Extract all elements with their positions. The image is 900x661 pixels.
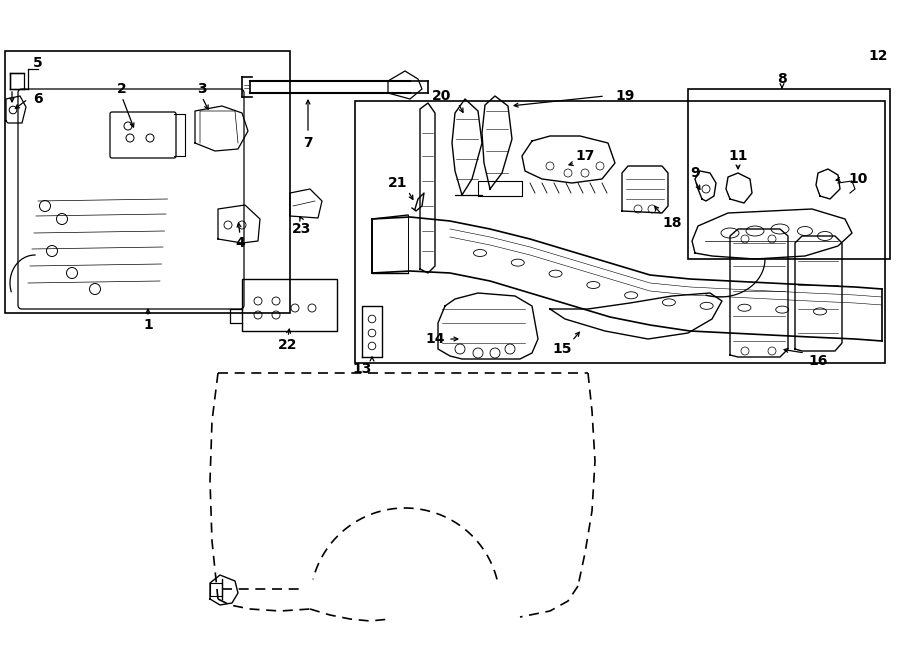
- Text: 10: 10: [849, 172, 868, 186]
- Text: 11: 11: [728, 149, 748, 163]
- Text: 23: 23: [292, 222, 311, 236]
- Text: 21: 21: [388, 176, 408, 190]
- Text: 15: 15: [553, 342, 572, 356]
- Text: 16: 16: [808, 354, 828, 368]
- Text: 5: 5: [33, 56, 43, 70]
- Text: 18: 18: [662, 216, 682, 230]
- Text: 22: 22: [278, 338, 298, 352]
- Text: 8: 8: [777, 72, 787, 86]
- Text: 7: 7: [303, 136, 313, 150]
- Text: 13: 13: [352, 362, 372, 376]
- Bar: [688, 89, 890, 259]
- Bar: [5, 51, 290, 313]
- Text: 9: 9: [690, 166, 700, 180]
- Text: 17: 17: [575, 149, 595, 163]
- Text: 1: 1: [143, 318, 153, 332]
- Bar: [242, 279, 337, 331]
- Bar: [355, 101, 885, 363]
- Text: 19: 19: [616, 89, 634, 103]
- Text: 2: 2: [117, 82, 127, 96]
- Text: 14: 14: [425, 332, 445, 346]
- Text: 20: 20: [432, 89, 452, 103]
- Text: 3: 3: [197, 82, 207, 96]
- Text: 4: 4: [235, 236, 245, 250]
- Text: 6: 6: [33, 92, 43, 106]
- Text: 12: 12: [868, 49, 887, 63]
